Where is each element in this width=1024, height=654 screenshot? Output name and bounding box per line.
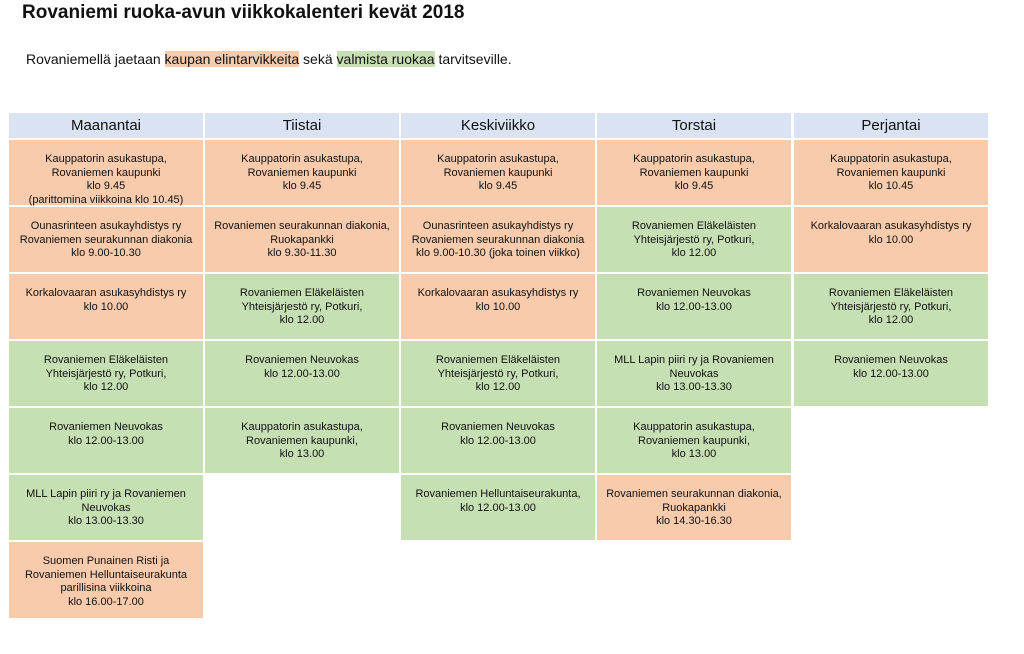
calendar-entry-food: MLL Lapin piiri ry ja Rovaniemen Neuvoka… (597, 341, 791, 406)
calendar-entry-shop: Korkalovaaran asukasyhdistys ry klo 10.0… (794, 207, 988, 272)
intro-after: tarvitseville. (434, 51, 512, 67)
calendar-entry-shop: Kauppatorin asukastupa, Rovaniemen kaupu… (597, 140, 791, 205)
calendar-entry-shop: Ounasrinteen asukayhdistys ry Rovaniemen… (401, 207, 595, 272)
day-column-tiistai: Tiistai Kauppatorin asukastupa, Rovanieme… (205, 113, 399, 473)
calendar-entry-food: Rovaniemen Neuvokas klo 12.00-13.00 (9, 408, 203, 473)
calendar-entry-food: Rovaniemen Eläkeläisten Yhteisjärjestö r… (401, 341, 595, 406)
intro-before: Rovaniemellä jaetaan (26, 51, 165, 67)
calendar-entry-food: Rovaniemen Eläkeläisten Yhteisjärjestö r… (205, 274, 399, 339)
calendar-entry-food: Kauppatorin asukastupa, Rovaniemen kaupu… (205, 408, 399, 473)
day-header: Keskiviikko (401, 113, 595, 138)
calendar-entry-shop: Ounasrinteen asukayhdistys ry Rovaniemen… (9, 207, 203, 272)
day-column-perjantai: Perjantai Kauppatorin asukastupa, Rovanie… (794, 113, 988, 406)
calendar-entry-shop: Kauppatorin asukastupa, Rovaniemen kaupu… (794, 140, 988, 205)
calendar-entry-shop: Korkalovaaran asukasyhdistys ry klo 10.0… (401, 274, 595, 339)
day-header: Torstai (597, 113, 791, 138)
intro-shop-highlight: kaupan elintarvikkeita (164, 51, 300, 67)
intro-middle: sekä (299, 51, 337, 67)
day-header: Maanantai (9, 113, 203, 138)
calendar-entry-food: Rovaniemen Neuvokas klo 12.00-13.00 (205, 341, 399, 406)
calendar-entry-food: Rovaniemen Neuvokas klo 12.00-13.00 (401, 408, 595, 473)
intro-text: Rovaniemellä jaetaan kaupan elintarvikke… (26, 51, 512, 67)
calendar-entry-shop: Kauppatorin asukastupa, Rovaniemen kaupu… (401, 140, 595, 205)
calendar-entry-food: Rovaniemen Neuvokas klo 12.00-13.00 (597, 274, 791, 339)
page-title: Rovaniemi ruoka-avun viikkokalenteri kev… (22, 2, 465, 23)
calendar-entry-shop: Korkalovaaran asukasyhdistys ry klo 10.0… (9, 274, 203, 339)
calendar-entry-food: Rovaniemen Eläkeläisten Yhteisjärjestö r… (794, 274, 988, 339)
calendar-entry-food: Rovaniemen Eläkeläisten Yhteisjärjestö r… (9, 341, 203, 406)
intro-food-highlight: valmista ruokaa (336, 51, 435, 67)
calendar-entry-shop: Kauppatorin asukastupa, Rovaniemen kaupu… (205, 140, 399, 205)
day-header: Tiistai (205, 113, 399, 138)
calendar-entry-shop: Rovaniemen seurakunnan diakonia, Ruokapa… (205, 207, 399, 272)
calendar-entry-shop: Suomen Punainen Risti ja Rovaniemen Hell… (9, 542, 203, 618)
calendar-entry-food: Rovaniemen Neuvokas klo 12.00-13.00 (794, 341, 988, 406)
day-header: Perjantai (794, 113, 988, 138)
calendar-entry-food: Rovaniemen Eläkeläisten Yhteisjärjestö r… (597, 207, 791, 272)
calendar-entry-food: Kauppatorin asukastupa, Rovaniemen kaupu… (597, 408, 791, 473)
calendar-entry-shop: Kauppatorin asukastupa, Rovaniemen kaupu… (9, 140, 203, 206)
day-column-maanantai: Maanantai Kauppatorin asukastupa, Rovanie… (9, 113, 203, 618)
calendar-entry-food: Rovaniemen Helluntaiseurakunta, klo 12.0… (401, 475, 595, 540)
calendar-entry-food: MLL Lapin piiri ry ja Rovaniemen Neuvoka… (9, 475, 203, 540)
calendar-entry-shop: Rovaniemen seurakunnan diakonia, Ruokapa… (597, 475, 791, 540)
day-column-keskiviikko: Keskiviikko Kauppatorin asukastupa, Rovan… (401, 113, 595, 540)
day-column-torstai: Torstai Kauppatorin asukastupa, Rovanieme… (597, 113, 791, 540)
